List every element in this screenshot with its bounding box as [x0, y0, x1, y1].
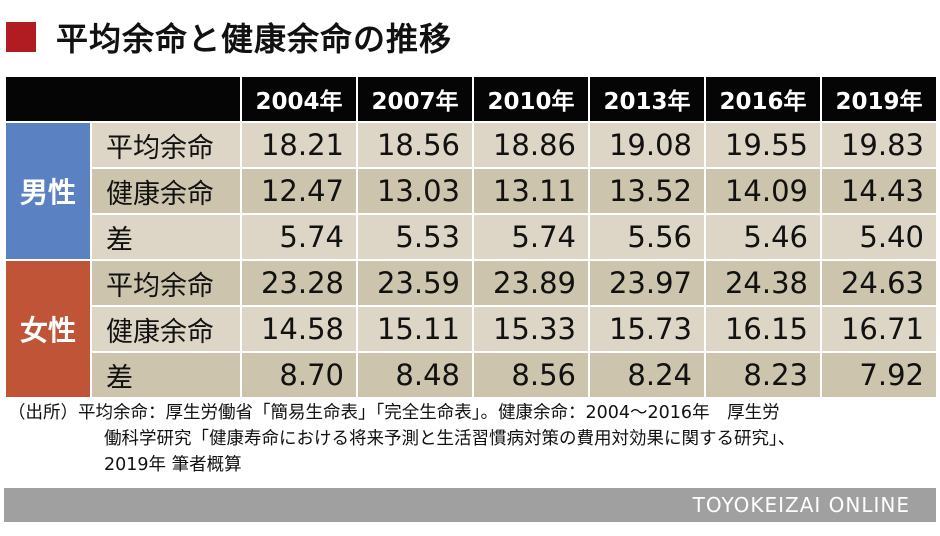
- table-cell: 13.03: [356, 167, 474, 215]
- year-header: 2013年: [588, 75, 706, 123]
- table-header-row: 2004年 2007年 2010年 2013年 2016年 2019年: [4, 75, 938, 123]
- table-cell: 15.73: [588, 305, 706, 353]
- table-cell: 15.33: [472, 305, 590, 353]
- table-cell: 5.46: [704, 213, 822, 261]
- footer-bar: TOYOKEIZAI ONLINE: [4, 488, 936, 522]
- group-label-female: 女性: [4, 259, 92, 399]
- table-cell: 14.09: [704, 167, 822, 215]
- header-corner-cell: [4, 75, 242, 123]
- source-line: 2019年 筆者概算: [104, 455, 242, 475]
- row-label: 差: [90, 213, 242, 261]
- table-cell: 15.11: [356, 305, 474, 353]
- publisher-credit: TOYOKEIZAI ONLINE: [692, 493, 910, 517]
- table-cell: 5.53: [356, 213, 474, 261]
- table-cell: 8.70: [240, 351, 358, 399]
- row-label: 健康余命: [90, 305, 242, 353]
- table-cell: 18.56: [356, 121, 474, 169]
- table-cell: 18.86: [472, 121, 590, 169]
- year-header: 2016年: [704, 75, 822, 123]
- year-header: 2007年: [356, 75, 474, 123]
- year-header: 2004年: [240, 75, 358, 123]
- table-cell: 16.15: [704, 305, 822, 353]
- row-label: 平均余命: [90, 121, 242, 169]
- table-cell: 8.24: [588, 351, 706, 399]
- table-cell: 19.55: [704, 121, 822, 169]
- chart-title-bar: 平均余命と健康余命の推移: [6, 12, 452, 62]
- group-label-male: 男性: [4, 121, 92, 261]
- table-row: 女性 平均余命 23.28 23.59 23.89 23.97 24.38 24…: [4, 259, 938, 399]
- table-cell: 8.23: [704, 351, 822, 399]
- page-title: 平均余命と健康余命の推移: [56, 20, 453, 58]
- table-cell: 5.74: [240, 213, 358, 261]
- table-cell: 18.21: [240, 121, 358, 169]
- table-cell: 8.48: [356, 351, 474, 399]
- table-row: 差 8.70 8.48 8.56 8.24 8.23 7.92: [5, 351, 938, 399]
- table-cell: 7.92: [820, 351, 938, 399]
- row-label: 差: [90, 351, 242, 399]
- table-cell: 19.83: [820, 121, 938, 169]
- row-label: 健康余命: [90, 167, 242, 215]
- table-cell: 5.74: [472, 213, 590, 261]
- row-label: 平均余命: [90, 259, 242, 307]
- year-header: 2010年: [472, 75, 590, 123]
- table-cell: 5.56: [588, 213, 706, 261]
- table-cell: 23.59: [356, 259, 474, 307]
- table-row: 男性 平均余命 18.21 18.56 18.86 19.08 19.55 19…: [4, 121, 938, 261]
- title-marker-square: [6, 22, 36, 52]
- table-cell: 23.28: [240, 259, 358, 307]
- table-cell: 14.43: [820, 167, 938, 215]
- table-cell: 14.58: [240, 305, 358, 353]
- table-cell: 12.47: [240, 167, 358, 215]
- table-cell: 23.97: [588, 259, 706, 307]
- table-cell: 13.52: [588, 167, 706, 215]
- table-cell: 19.08: [588, 121, 706, 169]
- table-cell: 23.89: [472, 259, 590, 307]
- source-line: 働科学研究「健康寿命における将来予測と生活習慣病対策の費用対効果に関する研究」、: [104, 429, 796, 449]
- table-cell: 24.38: [704, 259, 822, 307]
- table-row: 健康余命 14.58 15.11 15.33 15.73 16.15 16.71: [5, 305, 938, 353]
- table-cell: 16.71: [820, 305, 938, 353]
- table-row: 差 5.74 5.53 5.74 5.56 5.46 5.40: [5, 213, 938, 261]
- table-cell: 24.63: [820, 259, 938, 307]
- table-row: 健康余命 12.47 13.03 13.11 13.52 14.09 14.43: [5, 167, 938, 215]
- table-cell: 8.56: [472, 351, 590, 399]
- year-header: 2019年: [820, 75, 938, 123]
- table-cell: 5.40: [820, 213, 938, 261]
- source-line: （出所）平均余命：厚生労働省「簡易生命表」「完全生命表」。健康余命：2004〜2…: [8, 403, 780, 423]
- table-cell: 13.11: [472, 167, 590, 215]
- life-expectancy-table: 2004年 2007年 2010年 2013年 2016年 2019年 男性 平…: [4, 75, 938, 399]
- source-note: （出所）平均余命：厚生労働省「簡易生命表」「完全生命表」。健康余命：2004〜2…: [8, 400, 934, 478]
